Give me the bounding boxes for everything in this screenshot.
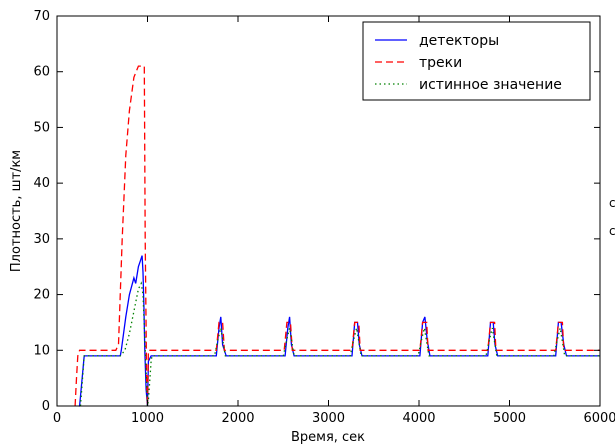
y-tick-label: 20 <box>33 288 50 303</box>
legend-box <box>362 21 591 101</box>
y-tick-label: 70 <box>33 9 50 24</box>
y-tick-label: 10 <box>33 343 50 358</box>
y-tick-label: 60 <box>33 65 50 80</box>
legend: детекторы треки истинное значение <box>362 21 591 101</box>
y-tick-label: 30 <box>33 232 50 247</box>
tick-layer: 0 1000 2000 3000 4000 5000 6000 0 10 20 30 40 50 60 70 <box>33 9 615 426</box>
x-tick-label: 4000 <box>402 411 435 426</box>
y-tick-label: 40 <box>33 176 50 191</box>
y-tick-label: 0 <box>42 399 50 414</box>
x-tick-label: 3000 <box>312 411 345 426</box>
y-tick-label: 50 <box>33 120 50 135</box>
right-edge-mark: c <box>609 224 615 238</box>
right-edge-mark: c <box>609 196 615 210</box>
x-tick-label: 1000 <box>131 411 164 426</box>
x-tick-label: 2000 <box>221 411 254 426</box>
legend-label-2: треки <box>419 55 462 71</box>
right-edge-marks: cc <box>609 196 615 238</box>
series-layer <box>74 65 600 407</box>
legend-label-3: истинное значение <box>419 77 562 93</box>
series-line-2 <box>74 65 600 407</box>
legend-label-1: детекторы <box>419 33 499 49</box>
x-tick-label: 0 <box>53 411 61 426</box>
x-tick-label: 5000 <box>493 411 526 426</box>
x-tick-label: 6000 <box>583 411 615 426</box>
y-axis-label: Плотность, шт/км <box>9 150 24 272</box>
x-axis-label: Время, сек <box>291 430 365 445</box>
